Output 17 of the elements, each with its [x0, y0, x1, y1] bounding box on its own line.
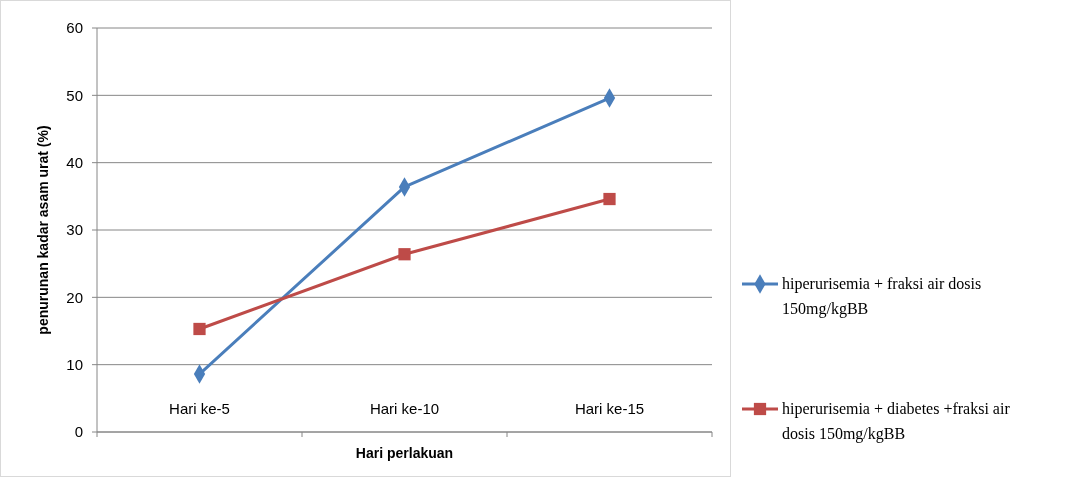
- y-axis-title: penurunan kadar asam urat (%): [35, 125, 51, 335]
- x-tick-label: Hari ke-5: [169, 400, 230, 417]
- x-axis-title: Hari perlakuan: [355, 445, 454, 461]
- y-tick-label: 10: [66, 355, 83, 373]
- y-tick-label: 30: [66, 221, 83, 239]
- point: [398, 248, 411, 261]
- legend-label: hiperurisemia + diabetes +fraksi air dosis 150mg/kgBB: [782, 400, 1011, 443]
- y-tick-label: 60: [66, 19, 83, 37]
- legend-label: hiperurisemia + fraksi air dosis 150mg/kgBB: [782, 275, 982, 318]
- y-tick-label: 50: [66, 86, 83, 104]
- point: [193, 322, 206, 336]
- x-tick-label: Hari ke-15: [574, 400, 645, 417]
- x-tick-label: Hari ke-10: [369, 400, 440, 417]
- y-tick-label: 40: [66, 153, 83, 171]
- y-tick-label: 0: [74, 423, 83, 441]
- point: [603, 192, 616, 206]
- y-tick-label: 20: [66, 288, 83, 306]
